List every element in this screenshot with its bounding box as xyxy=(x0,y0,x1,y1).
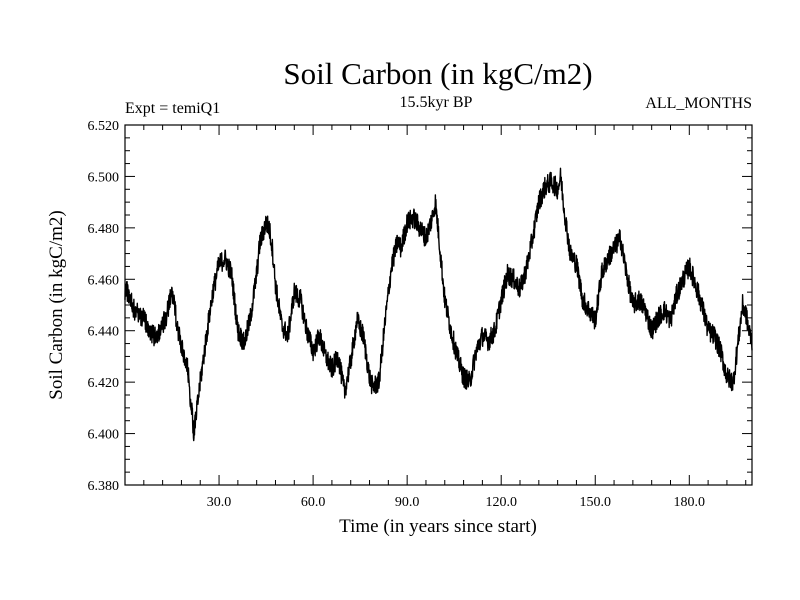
x-tick-label: 150.0 xyxy=(580,495,612,510)
series-line-soil-carbon xyxy=(124,167,753,442)
y-tick-label: 6.500 xyxy=(88,170,120,185)
y-tick-label: 6.420 xyxy=(88,376,120,391)
x-tick-label: 120.0 xyxy=(485,495,517,510)
y-tick-label: 6.440 xyxy=(88,325,120,340)
y-tick-label: 6.520 xyxy=(88,119,120,134)
y-tick-label: 6.460 xyxy=(88,273,120,288)
x-axis-ticks: 30.0 60.0 90.0 120.0 150.0 180.0 xyxy=(124,125,747,510)
period-label: 15.5kyr BP xyxy=(400,94,473,111)
data-series-layer xyxy=(124,167,753,442)
months-label: ALL_MONTHS xyxy=(645,95,752,112)
plot-frame xyxy=(124,124,753,486)
x-tick-label: 60.0 xyxy=(301,495,326,510)
y-axis-label: Soil Carbon (in kgC/m2) xyxy=(46,210,67,399)
y-tick-label: 6.400 xyxy=(88,428,120,443)
x-tick-label: 180.0 xyxy=(674,495,706,510)
x-tick-label: 90.0 xyxy=(395,495,420,510)
x-axis-label: Time (in years since start) xyxy=(339,516,537,537)
experiment-label: Expt = temiQ1 xyxy=(125,100,220,117)
y-tick-label: 6.480 xyxy=(88,222,120,237)
x-tick-label: 30.0 xyxy=(207,495,232,510)
chart-title: Soil Carbon (in kgC/m2) xyxy=(283,56,592,91)
y-axis-ticks: 6.380 6.400 6.420 6.440 6.460 6.480 6.500 6.520 xyxy=(88,119,752,494)
y-tick-label: 6.380 xyxy=(88,479,120,494)
